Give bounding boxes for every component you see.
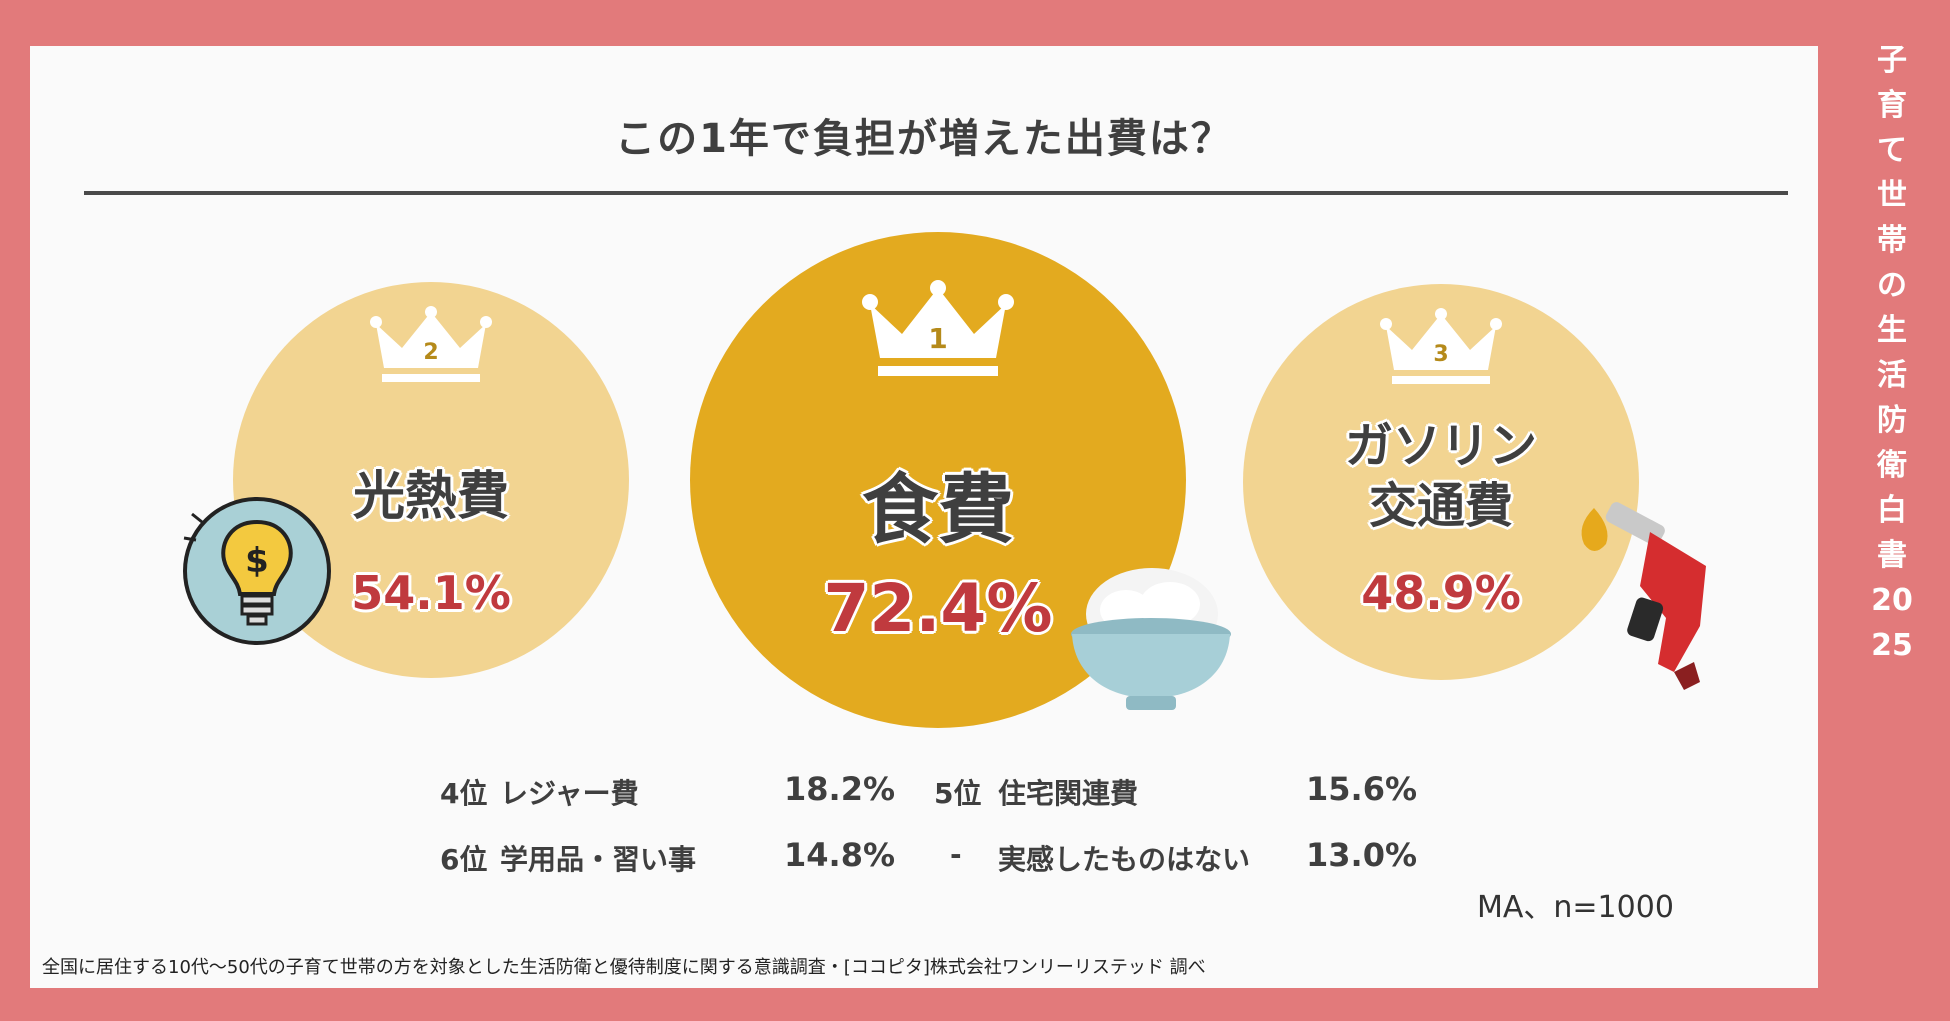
infographic-panel: この1年で負担が増えた出費は？ 2 1 3 光熱費 54.1% 食費 72.4%… xyxy=(30,46,1818,988)
title-divider xyxy=(84,191,1788,195)
source-footnote: 全国に居住する10代〜50代の子育て世帯の方を対象とした生活防衛と優待制度に関す… xyxy=(42,957,1206,978)
rank-4-position: 4位 xyxy=(440,777,488,810)
rank-none-position: - xyxy=(950,838,962,871)
crown-icon: 2 xyxy=(370,306,492,382)
value-rank-3: 48.9% xyxy=(1361,566,1521,620)
value-rank-1: 72.4% xyxy=(823,570,1053,647)
rank-6-position: 6位 xyxy=(440,843,488,876)
rank-6-label: 学用品・習い事 xyxy=(500,843,697,876)
fuel-nozzle-icon xyxy=(1581,502,1706,690)
crown-rank-2: 2 xyxy=(423,340,438,365)
rank-4-label: レジャー費 xyxy=(500,777,639,810)
crown-rank-1: 1 xyxy=(928,322,947,355)
crown-icon: 1 xyxy=(862,280,1014,376)
rank-5-position: 5位 xyxy=(934,777,982,810)
label-rank-2: 光熱費 xyxy=(352,467,509,527)
rank-5-label: 住宅関連費 xyxy=(998,777,1139,810)
sample-note: MA、n=1000 xyxy=(1477,890,1674,925)
rank-4-value: 18.2% xyxy=(784,770,896,808)
lightbulb-dollar-icon: $ xyxy=(183,497,331,645)
label-rank-1: 食費 xyxy=(862,465,1014,554)
side-title: 子育て世帯の生活防衛白書2025 xyxy=(1871,43,1913,663)
ranking-list: 4位 レジャー費 18.2% 5位 住宅関連費 15.6% 6位 学用品・習い事… xyxy=(30,46,1818,988)
svg-text:$: $ xyxy=(245,541,269,581)
value-rank-2: 54.1% xyxy=(351,566,511,620)
crown-icon: 3 xyxy=(1380,308,1502,384)
label-rank-3: ガソリン 交通費 xyxy=(1344,418,1537,534)
rank-5-value: 15.6% xyxy=(1306,770,1418,808)
rice-bowl-icon xyxy=(1071,568,1231,710)
chart-title: この1年で負担が増えた出費は？ xyxy=(615,116,1233,162)
crown-rank-3: 3 xyxy=(1433,342,1448,367)
rank-none-value: 13.0% xyxy=(1306,836,1418,874)
rank-6-value: 14.8% xyxy=(784,836,896,874)
rank-none-label: 実感したものはない xyxy=(998,843,1251,876)
